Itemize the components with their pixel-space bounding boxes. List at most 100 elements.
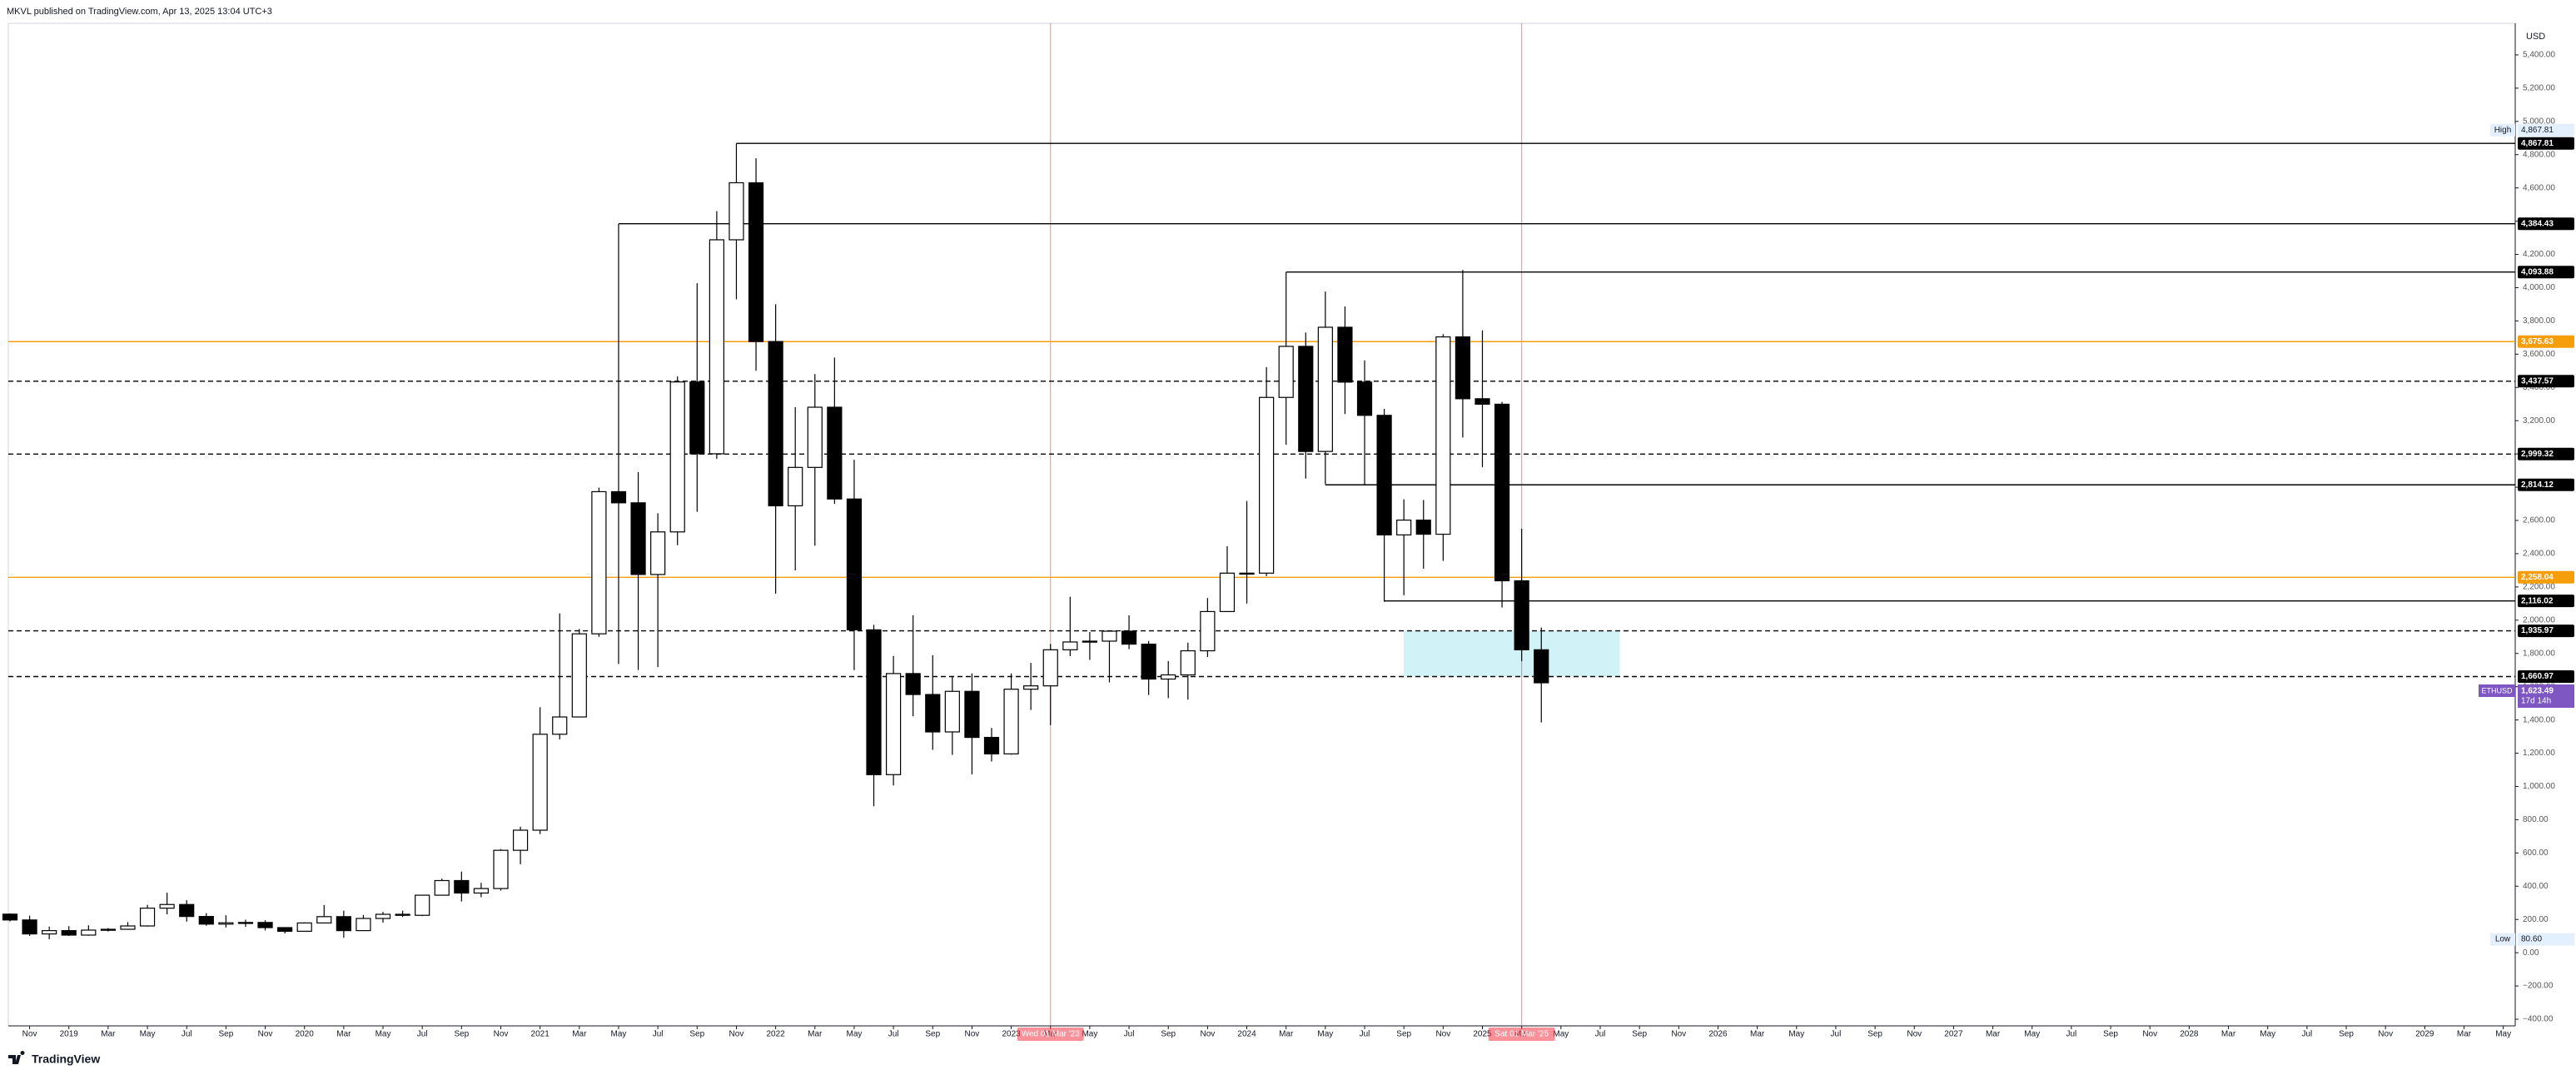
- y-tick-label: 200.00: [2523, 915, 2549, 924]
- candle-body: [1003, 689, 1019, 754]
- candle-body: [1121, 630, 1137, 645]
- level-label-box: [2518, 335, 2574, 348]
- candle-body: [1219, 572, 1236, 613]
- marker-label: Wed 01 Mar '23: [1022, 1030, 1081, 1039]
- candle-body: [493, 849, 509, 889]
- candle-body: [964, 690, 980, 739]
- x-tick-label: Jul: [888, 1030, 899, 1039]
- candle-body: [650, 531, 666, 575]
- x-tick-label: Mar: [2457, 1030, 2472, 1039]
- level-label: 4,093.88: [2521, 267, 2554, 276]
- level-label: 2,999.32: [2521, 450, 2554, 459]
- x-tick-label: Sep: [454, 1030, 469, 1039]
- candle-body: [669, 381, 685, 533]
- candle-body: [1514, 580, 1529, 650]
- y-tick-label: 4,600.00: [2523, 183, 2555, 192]
- candle-body: [1141, 643, 1156, 680]
- candle-body: [1062, 641, 1078, 650]
- candle-body: [139, 908, 156, 927]
- x-tick-label: Jul: [1124, 1030, 1135, 1039]
- candle-body: [296, 922, 312, 932]
- x-tick-label: May: [611, 1030, 627, 1039]
- candle-body: [1161, 674, 1176, 680]
- candle-body: [1494, 403, 1510, 582]
- extreme-value: 4,867.81: [2521, 126, 2554, 135]
- candle-body: [375, 913, 391, 919]
- x-tick-label: 2027: [1944, 1030, 1963, 1039]
- x-tick-label: Nov: [2142, 1030, 2157, 1039]
- candle-body: [768, 341, 783, 507]
- x-tick-label: Nov: [1200, 1030, 1215, 1039]
- candle-body: [1298, 346, 1314, 452]
- candle-body: [1200, 610, 1216, 652]
- x-tick-label: 2029: [2415, 1030, 2434, 1039]
- candle-body: [257, 922, 273, 928]
- y-tick-label: 800.00: [2523, 815, 2549, 824]
- y-tick-label: 3,400.00: [2523, 383, 2555, 392]
- zone: [1404, 630, 1620, 677]
- candle-body: [846, 498, 863, 630]
- x-tick-label: Jul: [1831, 1030, 1842, 1039]
- x-tick-label: May: [846, 1030, 862, 1039]
- candle-body: [1534, 649, 1549, 684]
- x-tick-label: Sep: [1161, 1030, 1176, 1039]
- level-label: 4,867.81: [2521, 139, 2554, 148]
- candle-body: [552, 716, 568, 735]
- candle-body: [22, 919, 37, 935]
- marker-label-box: [1017, 1028, 1084, 1041]
- y-tick-label: 1,000.00: [2523, 782, 2555, 791]
- candle-body: [434, 879, 450, 896]
- x-tick-label: Sep: [2339, 1030, 2354, 1039]
- y-axis-label: USD: [2526, 32, 2545, 42]
- x-tick-label: May: [1553, 1030, 1569, 1039]
- candle-body: [1023, 685, 1039, 690]
- x-tick-label: 2026: [1708, 1030, 1728, 1039]
- level-label: 2,116.02: [2521, 596, 2554, 605]
- candle-body: [1415, 520, 1431, 535]
- y-tick-label: 3,600.00: [2523, 350, 2555, 359]
- candle-body: [729, 182, 744, 241]
- candle-body: [630, 502, 646, 575]
- x-tick-label: May: [1788, 1030, 1804, 1039]
- x-tick-label: Sep: [1632, 1030, 1647, 1039]
- x-tick-label: Nov: [258, 1030, 273, 1039]
- y-tick-label: 1,200.00: [2523, 749, 2555, 758]
- y-tick-label: 4,800.00: [2523, 150, 2555, 159]
- candle-body: [81, 929, 97, 936]
- candle-body: [709, 239, 724, 455]
- candle-body: [179, 903, 195, 918]
- level-label: 3,437.57: [2521, 376, 2554, 386]
- x-tick-label: Nov: [1671, 1030, 1686, 1039]
- x-tick-label: Mar: [1750, 1030, 1765, 1039]
- extreme-tag: High: [2494, 126, 2512, 135]
- candle-body: [198, 916, 214, 925]
- x-tick-label: 2028: [2180, 1030, 2199, 1039]
- candle-body: [454, 879, 470, 894]
- chart-title: MKVL published on TradingView.com, Apr 1…: [7, 7, 272, 17]
- x-tick-label: May: [2260, 1030, 2275, 1039]
- countdown: 17d 14h: [2521, 697, 2551, 706]
- candle-body: [218, 922, 234, 925]
- y-tick-label: 0.00: [2523, 948, 2539, 958]
- brand: TradingView: [32, 1053, 100, 1066]
- brand-logo: [8, 1050, 25, 1064]
- candle-body: [866, 629, 882, 775]
- x-tick-label: Mar: [2221, 1030, 2236, 1039]
- candle-body: [277, 927, 293, 932]
- candle-body: [61, 929, 77, 936]
- x-tick-label: May: [1317, 1030, 1333, 1039]
- y-tick-label: 2,000.00: [2523, 615, 2555, 625]
- candle-body: [356, 918, 371, 932]
- candle-body: [336, 916, 351, 932]
- x-tick-label: May: [2024, 1030, 2040, 1039]
- candle-body: [1180, 649, 1196, 676]
- x-tick-label: May: [375, 1030, 391, 1039]
- level-label-box: [2518, 670, 2574, 684]
- candle-body: [1102, 630, 1117, 642]
- x-tick-label: Nov: [494, 1030, 509, 1039]
- extreme-tag-box: [2490, 933, 2515, 946]
- extreme-tag: Low: [2495, 935, 2511, 944]
- candle-body: [807, 406, 823, 468]
- x-tick-label: Nov: [2378, 1030, 2393, 1039]
